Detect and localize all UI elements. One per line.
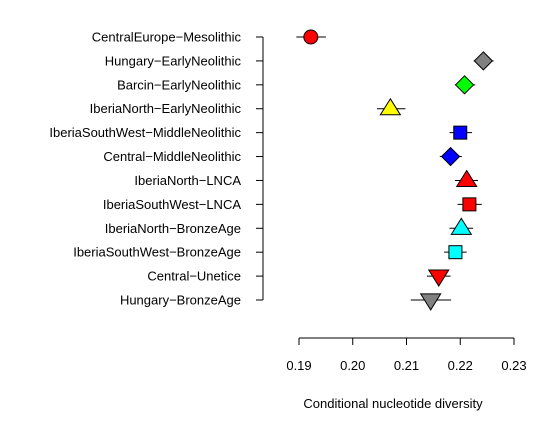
y-tick-label: Hungary−BronzeAge [120, 293, 241, 308]
x-tick-label: 0.20 [340, 358, 365, 373]
x-tick-label: 0.23 [501, 358, 526, 373]
y-tick-label: Central−Unetice [147, 269, 241, 284]
y-tick-label: Central−MiddleNeolithic [103, 149, 241, 164]
y-tick-label: IberiaSouthWest−BronzeAge [73, 245, 241, 260]
triangle-up-marker [455, 169, 478, 188]
diamond-marker [473, 51, 494, 71]
x-tick-label: 0.19 [286, 358, 311, 373]
x-axis: 0.19 0.20 0.21 0.22 0.23 [286, 337, 527, 373]
y-tick-label: IberiaNorth−EarlyNeolithic [90, 101, 242, 116]
triangle-up-marker [450, 217, 473, 235]
x-tick-label: 0.21 [394, 358, 419, 373]
y-tick-label: IberiaSouthWest−LNCA [103, 197, 241, 212]
square-marker [462, 197, 477, 212]
x-axis-label: Conditional nucleotide diversity [303, 396, 483, 411]
diamond-marker [440, 146, 461, 167]
y-tick-label: IberiaSouthWest−MiddleNeolithic [49, 125, 241, 140]
y-tick-label: IberiaNorth−LNCA [134, 173, 241, 188]
square-marker [448, 245, 463, 260]
triangle-down-marker [427, 269, 450, 287]
x-tick-label: 0.22 [448, 358, 473, 373]
data-points [296, 29, 494, 311]
triangle-down-marker [419, 293, 442, 311]
y-tick-label: CentralEurope−Mesolithic [92, 30, 242, 45]
y-tick-label: IberiaNorth−BronzeAge [105, 221, 241, 236]
diamond-marker [454, 75, 475, 95]
triangle-up-marker [379, 97, 402, 116]
y-tick-label: Hungary−EarlyNeolithic [105, 53, 242, 68]
y-tick-label: Barcin−EarlyNeolithic [117, 77, 241, 92]
square-marker [453, 125, 468, 140]
y-axis: CentralEurope−Mesolithic Hungary−EarlyNeo… [49, 30, 264, 308]
circle-marker [303, 29, 319, 45]
